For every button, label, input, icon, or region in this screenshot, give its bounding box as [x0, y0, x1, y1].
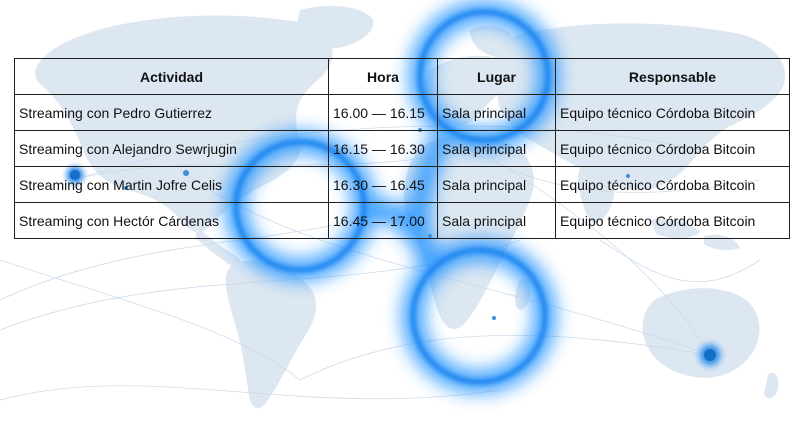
cell-lugar: Sala principal [437, 94, 556, 131]
cell-responsable: Equipo técnico Córdoba Bitcoin [555, 202, 790, 239]
cell-hora: 16.00 — 16.15 [328, 94, 438, 131]
cell-hora: 16.45 — 17.00 [328, 202, 438, 239]
cell-responsable: Equipo técnico Córdoba Bitcoin [555, 94, 790, 131]
table-row: Streaming con Hectór Cárdenas 16.45 — 17… [14, 202, 790, 239]
table-row: Streaming con Alejandro Sewrjugin 16.15 … [14, 130, 790, 167]
cell-responsable: Equipo técnico Córdoba Bitcoin [555, 130, 790, 167]
cell-lugar: Sala principal [437, 130, 556, 167]
table-header-row: Actividad Hora Lugar Responsable [14, 58, 790, 95]
cell-lugar: Sala principal [437, 202, 556, 239]
cell-actividad: Streaming con Pedro Gutierrez [14, 94, 329, 131]
cell-actividad: Streaming con Hectór Cárdenas [14, 202, 329, 239]
cell-actividad: Streaming con Martin Jofre Celis [14, 166, 329, 203]
cell-lugar: Sala principal [437, 166, 556, 203]
cell-hora: 16.30 — 16.45 [328, 166, 438, 203]
header-hora: Hora [328, 58, 438, 95]
header-lugar: Lugar [437, 58, 556, 95]
schedule-table: Actividad Hora Lugar Responsable Streami… [14, 58, 790, 239]
table-row: Streaming con Pedro Gutierrez 16.00 — 16… [14, 94, 790, 131]
cell-hora: 16.15 — 16.30 [328, 130, 438, 167]
header-actividad: Actividad [14, 58, 329, 95]
header-responsable: Responsable [555, 58, 790, 95]
cell-actividad: Streaming con Alejandro Sewrjugin [14, 130, 329, 167]
cell-responsable: Equipo técnico Córdoba Bitcoin [555, 166, 790, 203]
table-row: Streaming con Martin Jofre Celis 16.30 —… [14, 166, 790, 203]
